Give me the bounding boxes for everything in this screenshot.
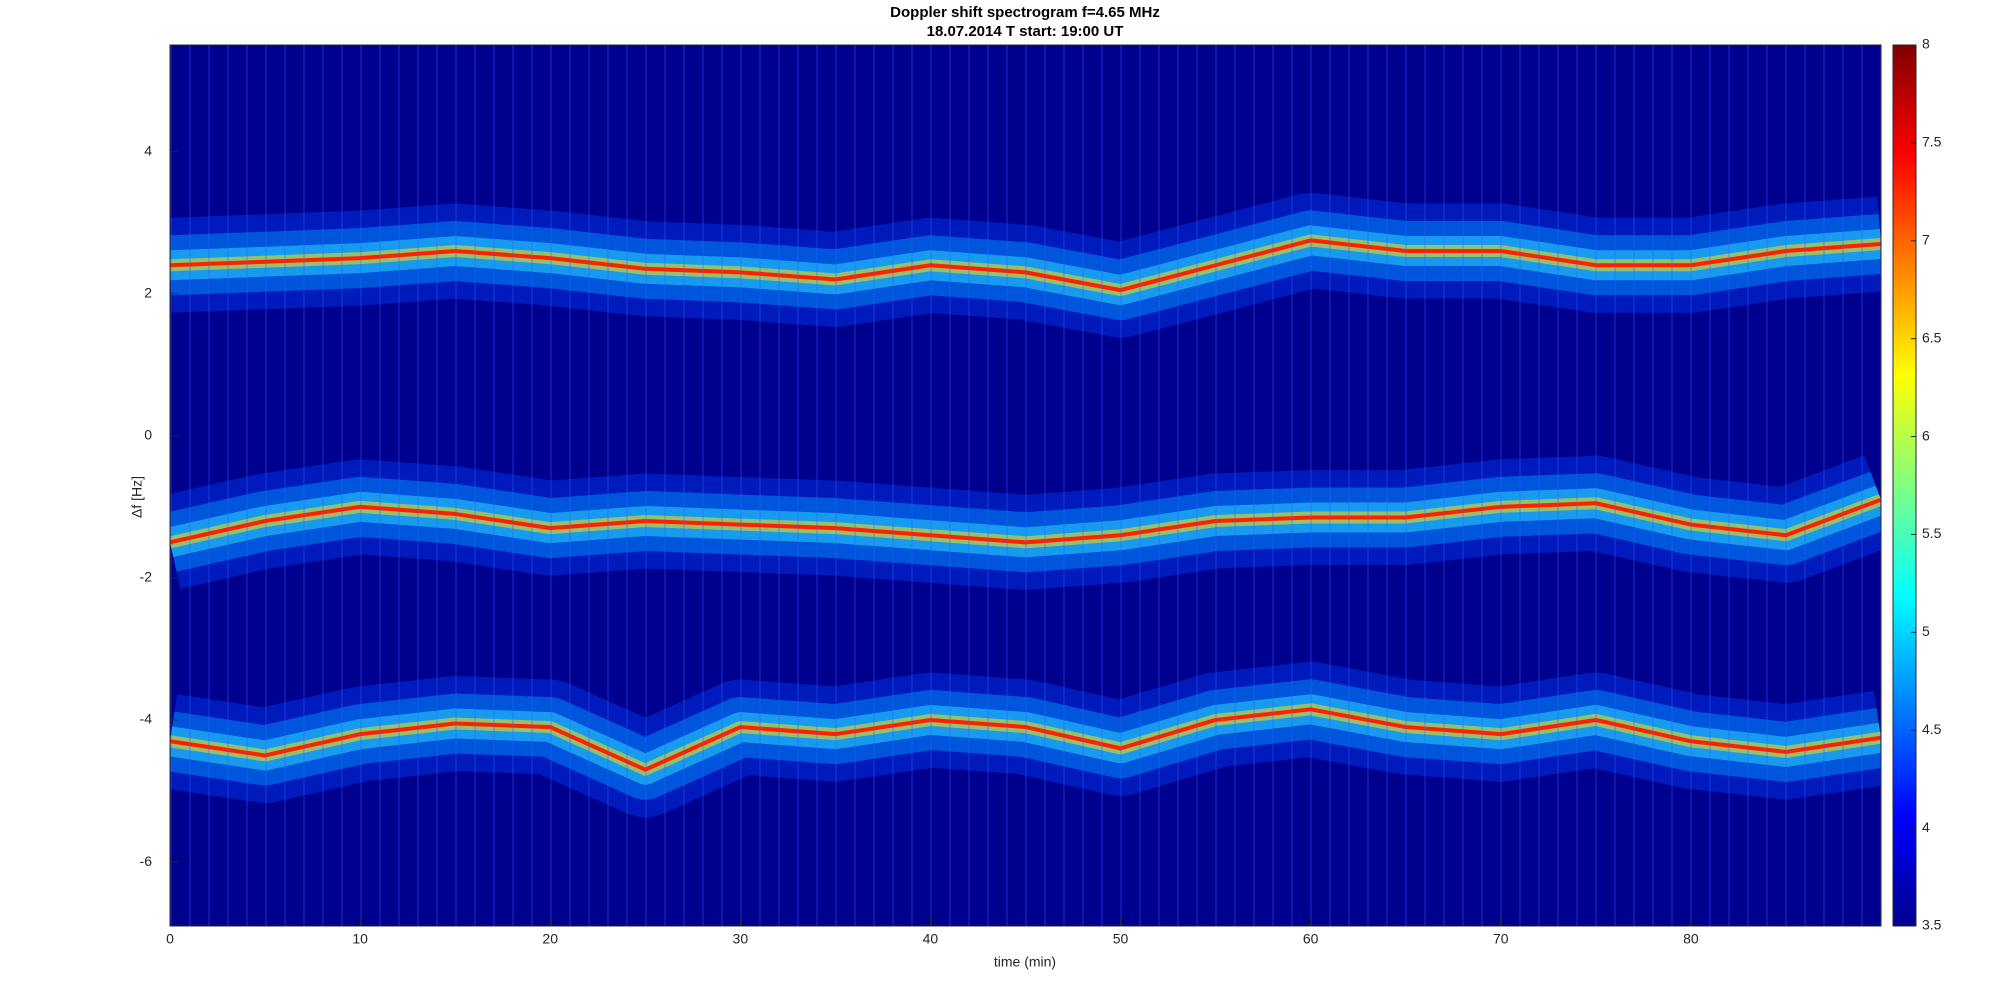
colorbar-tick-label: 4.5	[1922, 721, 1942, 737]
colorbar-tick-label: 6	[1922, 427, 1930, 443]
colorbar-tick-label: 3.5	[1922, 917, 1942, 933]
x-tick-label: 20	[542, 931, 558, 947]
chart-title: Doppler shift spectrogram f=4.65 MHz	[890, 4, 1160, 21]
axes-box	[169, 44, 1882, 927]
colorbar-tick-label: 6.5	[1922, 329, 1942, 345]
colorbar	[1892, 44, 1917, 927]
colorbar-tick-label: 5	[1922, 623, 1930, 639]
x-tick-label: 0	[166, 931, 174, 947]
y-tick-label: 4	[144, 142, 152, 158]
colorbar-tick-label: 7	[1922, 231, 1930, 247]
colorbar-tick-label: 7.5	[1922, 134, 1942, 150]
x-tick-label: 10	[352, 931, 368, 947]
colorbar-tick-label: 8	[1922, 36, 1930, 52]
y-tick-label: -2	[140, 569, 153, 585]
y-tick-label: 0	[144, 426, 152, 442]
x-tick-label: 40	[923, 931, 939, 947]
chart-subtitle: 18.07.2014 T start: 19:00 UT	[927, 23, 1124, 40]
colorbar-tick-label: 4	[1922, 819, 1930, 835]
y-tick-label: -4	[140, 711, 153, 727]
colorbar-tick-label: 5.5	[1922, 525, 1942, 541]
x-tick-label: 80	[1683, 931, 1699, 947]
x-tick-label: 70	[1493, 931, 1509, 947]
streak-texture	[170, 45, 1881, 926]
y-axis-label: Δf [Hz]	[129, 476, 145, 518]
x-axis-label: time (min)	[994, 954, 1056, 970]
x-tick-label: 60	[1303, 931, 1319, 947]
y-tick-label: -6	[140, 853, 153, 869]
x-tick-label: 30	[733, 931, 749, 947]
x-tick-label: 50	[1113, 931, 1129, 947]
y-tick-label: 2	[144, 284, 152, 300]
